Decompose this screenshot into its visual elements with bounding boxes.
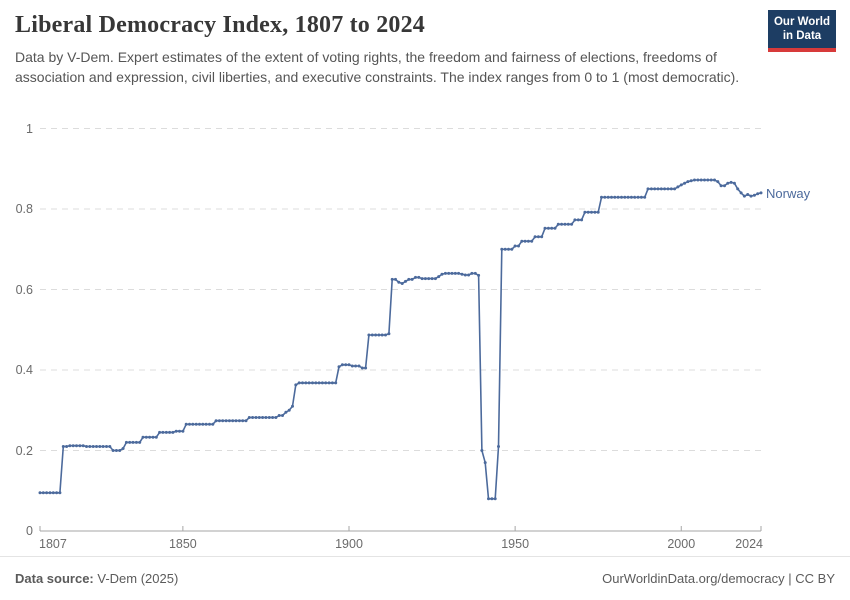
y-tick-label: 0.8	[15, 202, 33, 216]
x-tick-label: 2024	[735, 537, 763, 551]
chart-header: Liberal Democracy Index, 1807 to 2024 Da…	[15, 12, 755, 88]
y-tick-label: 0.4	[15, 363, 33, 377]
x-tick-label: 1900	[335, 537, 363, 551]
data-source-label: Data source:	[15, 571, 94, 586]
x-tick-label: 1850	[168, 537, 197, 551]
x-tick-label: 1950	[501, 537, 530, 551]
y-tick-label: 0	[26, 524, 33, 538]
data-source-value: V-Dem (2025)	[93, 571, 179, 586]
chart-footer: Data source: V-Dem (2025) OurWorldinData…	[0, 556, 850, 600]
y-tick-label: 0.2	[15, 443, 33, 458]
owid-logo[interactable]: Our World in Data	[768, 10, 836, 52]
page-title: Liberal Democracy Index, 1807 to 2024	[15, 12, 426, 38]
owid-citation-link[interactable]: OurWorldinData.org/democracy | CC BY	[602, 571, 835, 586]
x-tick-label: 1807	[39, 537, 67, 551]
y-tick-label: 1	[26, 121, 33, 136]
logo-line-2: in Data	[782, 30, 822, 42]
y-tick-label: 0.6	[15, 282, 33, 297]
series-label-norway[interactable]: Norway	[766, 185, 811, 201]
data-point-markers	[38, 178, 763, 501]
x-tick-label: 2000	[667, 537, 696, 551]
data-source-note: Data source: V-Dem (2025)	[15, 571, 178, 586]
norway-line-series[interactable]	[40, 179, 762, 500]
logo-line-1: Our World	[773, 15, 830, 28]
chart-subtitle: Data by V-Dem. Expert estimates of the e…	[15, 49, 740, 85]
